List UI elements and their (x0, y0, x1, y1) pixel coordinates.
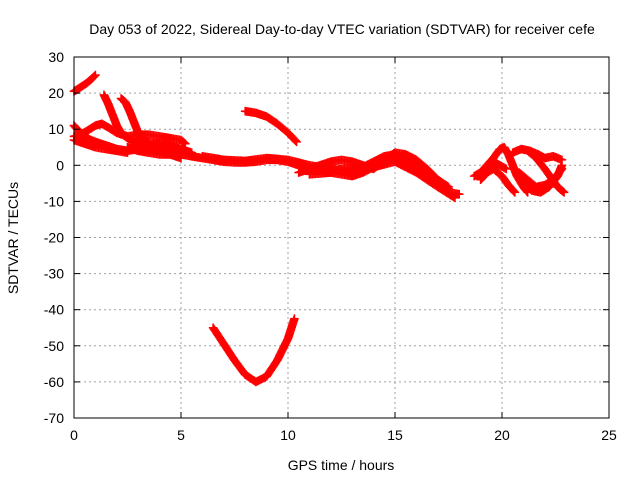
y-tick-label: -40 (44, 302, 64, 318)
grid-lines (74, 57, 609, 418)
data-point-marker (501, 164, 511, 174)
data-point-marker (292, 137, 301, 147)
x-tick-label: 10 (280, 427, 296, 443)
data-point-marker (179, 138, 189, 148)
data-point-marker (510, 188, 520, 197)
x-tick-label: 5 (177, 427, 185, 443)
series-track-late-3 (482, 157, 511, 174)
series-track-early-5 (69, 135, 132, 157)
y-axis-title: SDTVAR / TECUs (5, 182, 21, 294)
y-tick-label: -20 (44, 230, 64, 246)
data-point-marker (509, 187, 519, 196)
series-track-peak (240, 106, 301, 147)
y-tick-label: 0 (56, 157, 64, 173)
data-point-marker (558, 187, 568, 196)
data-point-marker (449, 192, 458, 202)
y-tick-label: -50 (44, 338, 64, 354)
series-track-early-high (69, 70, 100, 96)
y-tick-label: 30 (48, 49, 64, 65)
data-points (69, 70, 569, 387)
data-point-marker (290, 314, 299, 324)
chart-title: Day 053 of 2022, Sidereal Day-to-day VTE… (89, 21, 595, 37)
data-point-marker (90, 71, 99, 81)
x-tick-label: 0 (70, 427, 78, 443)
axis-ticks (73, 56, 610, 419)
data-point-marker (454, 189, 464, 199)
data-point-marker (450, 193, 460, 203)
data-point-marker (291, 136, 300, 146)
x-axis-title: GPS time / hours (288, 457, 395, 473)
y-tick-label: 10 (48, 121, 64, 137)
y-tick-label: -60 (44, 374, 64, 390)
x-tick-label: 20 (494, 427, 510, 443)
data-point-marker (557, 161, 567, 170)
y-tick-label: -70 (44, 410, 64, 426)
y-tick-labels: -70 -60 -50 -40 -30 -20 -10 0 10 20 30 (44, 49, 64, 426)
series-track-dip (208, 314, 299, 387)
y-tick-label: 20 (48, 85, 64, 101)
data-point-marker (559, 188, 569, 197)
data-point-marker (444, 182, 453, 192)
data-point-marker (443, 181, 452, 191)
series-track-late-4 (508, 144, 567, 165)
series-track-late-7 (519, 161, 567, 197)
x-tick-label: 15 (387, 427, 403, 443)
x-tick-labels: 0 5 10 15 20 25 (70, 427, 617, 443)
data-point-marker (91, 70, 100, 80)
series-track-late-2 (476, 164, 520, 197)
data-point-marker (180, 139, 190, 148)
y-tick-label: -10 (44, 193, 64, 209)
x-tick-label: 25 (601, 427, 617, 443)
series-track-mid-4 (305, 157, 460, 203)
y-tick-label: -30 (44, 266, 64, 282)
